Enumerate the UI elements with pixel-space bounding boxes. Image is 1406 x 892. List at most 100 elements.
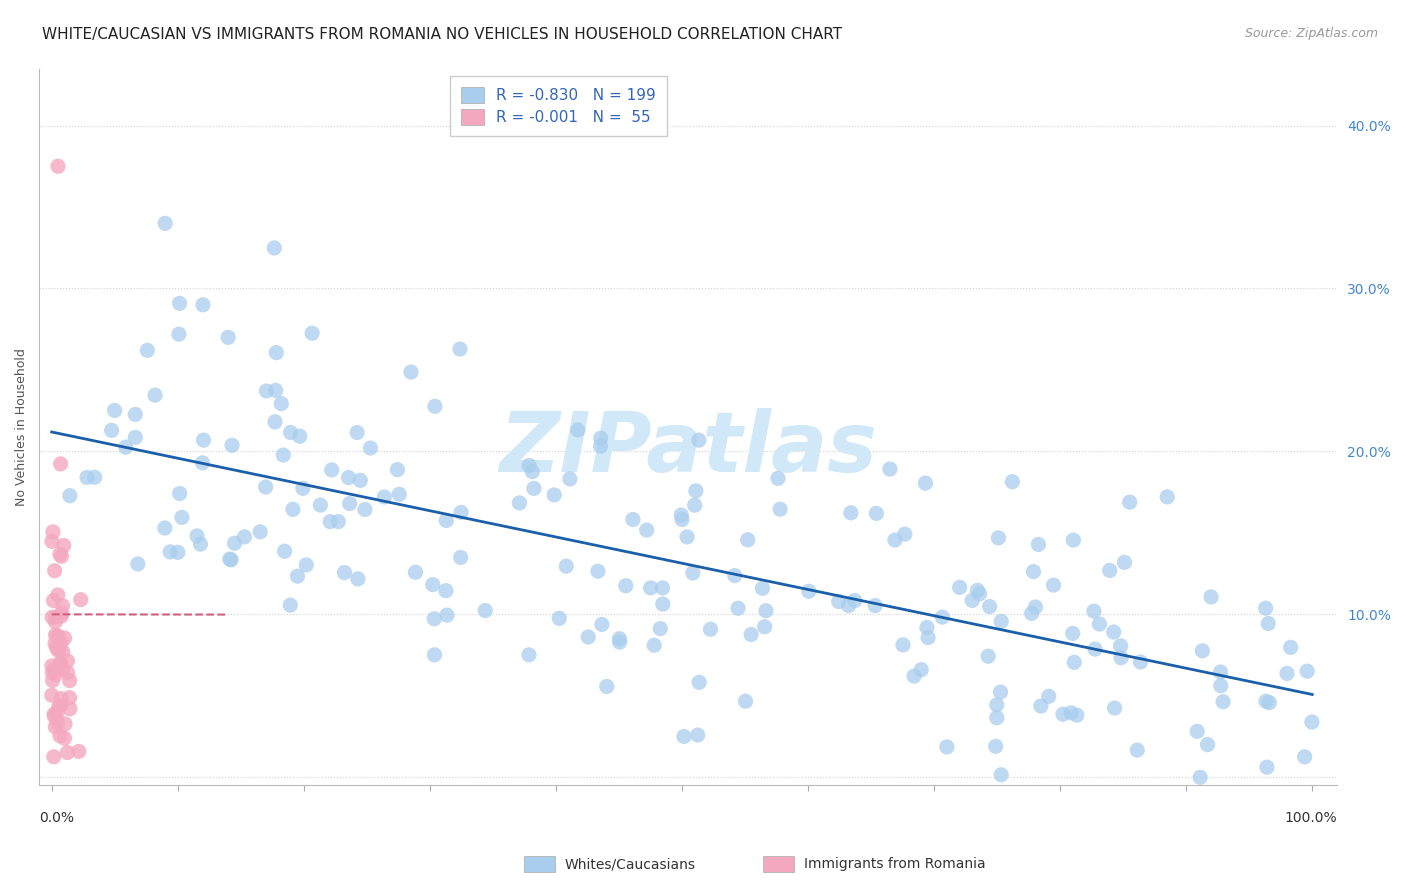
Point: [83, 470, 105, 484]
Point: [263, 241, 285, 255]
Point: [737, 533, 759, 547]
Point: [48, 699, 70, 714]
Point: [41, 665, 63, 680]
Point: [1084, 642, 1107, 657]
Point: [828, 594, 851, 608]
Point: [56, 665, 79, 680]
Point: [990, 768, 1012, 782]
Point: [636, 523, 658, 537]
Point: [44, 628, 66, 642]
Point: [218, 552, 240, 566]
Point: [143, 388, 166, 402]
Point: [217, 330, 239, 344]
Point: [1199, 590, 1222, 604]
Point: [914, 476, 936, 491]
Point: [52, 644, 75, 658]
Point: [990, 685, 1012, 699]
Point: [1098, 563, 1121, 577]
Point: [1129, 655, 1152, 669]
Point: [287, 569, 309, 583]
Point: [49, 698, 72, 712]
Point: [1038, 690, 1060, 704]
Point: [1088, 617, 1111, 632]
Point: [1279, 640, 1302, 655]
Point: [124, 430, 146, 444]
Point: [190, 537, 212, 551]
Point: [44, 564, 66, 578]
Point: [360, 441, 382, 455]
Point: [609, 632, 631, 646]
Point: [49, 547, 72, 561]
Point: [46, 588, 69, 602]
Point: [53, 631, 76, 645]
Point: [1102, 625, 1125, 640]
Point: [589, 431, 612, 445]
Point: [53, 717, 76, 731]
Point: [979, 599, 1001, 614]
Point: [589, 439, 612, 453]
Point: [301, 326, 323, 341]
Point: [1109, 650, 1132, 665]
Point: [44, 667, 66, 681]
Point: [884, 533, 907, 547]
Point: [434, 513, 457, 527]
Text: 100.0%: 100.0%: [1285, 811, 1337, 824]
Point: [949, 581, 972, 595]
Point: [1189, 770, 1212, 784]
Text: Source: ZipAtlas.com: Source: ZipAtlas.com: [1244, 27, 1378, 40]
Point: [1024, 599, 1046, 614]
Point: [1109, 639, 1132, 653]
Point: [44, 720, 66, 734]
Point: [1062, 626, 1084, 640]
Point: [44, 610, 66, 624]
Point: [727, 601, 749, 615]
Point: [987, 531, 1010, 545]
Point: [1209, 679, 1232, 693]
Point: [986, 698, 1008, 712]
Point: [59, 489, 82, 503]
Point: [844, 593, 866, 607]
Point: [221, 438, 243, 452]
Point: [1021, 607, 1043, 621]
Point: [321, 463, 343, 477]
Point: [651, 597, 673, 611]
Point: [319, 515, 342, 529]
Point: [46, 706, 69, 721]
Point: [517, 648, 540, 662]
Point: [354, 502, 377, 516]
Point: [685, 483, 707, 498]
Point: [423, 648, 446, 662]
Point: [69, 592, 91, 607]
Point: [1257, 616, 1279, 631]
Point: [508, 496, 530, 510]
Point: [52, 539, 75, 553]
Point: [1042, 578, 1064, 592]
Point: [153, 521, 176, 535]
Point: [49, 457, 72, 471]
Point: [676, 530, 699, 544]
Point: [249, 524, 271, 539]
Point: [104, 403, 127, 417]
Point: [548, 611, 571, 625]
Point: [48, 644, 70, 658]
Point: [42, 593, 65, 607]
Point: [423, 400, 446, 414]
Point: [167, 545, 190, 559]
Point: [740, 627, 762, 641]
Text: Whites/Caucasians: Whites/Caucasians: [565, 857, 696, 871]
Point: [567, 423, 589, 437]
Point: [41, 688, 63, 702]
Point: [280, 425, 302, 440]
Point: [51, 606, 73, 620]
Point: [1063, 656, 1085, 670]
Point: [1001, 475, 1024, 489]
Point: [254, 480, 277, 494]
Point: [755, 604, 778, 618]
Point: [349, 474, 371, 488]
Point: [288, 429, 311, 443]
Point: [281, 502, 304, 516]
Point: [264, 384, 287, 398]
Point: [233, 530, 256, 544]
Point: [264, 415, 287, 429]
Point: [591, 617, 613, 632]
